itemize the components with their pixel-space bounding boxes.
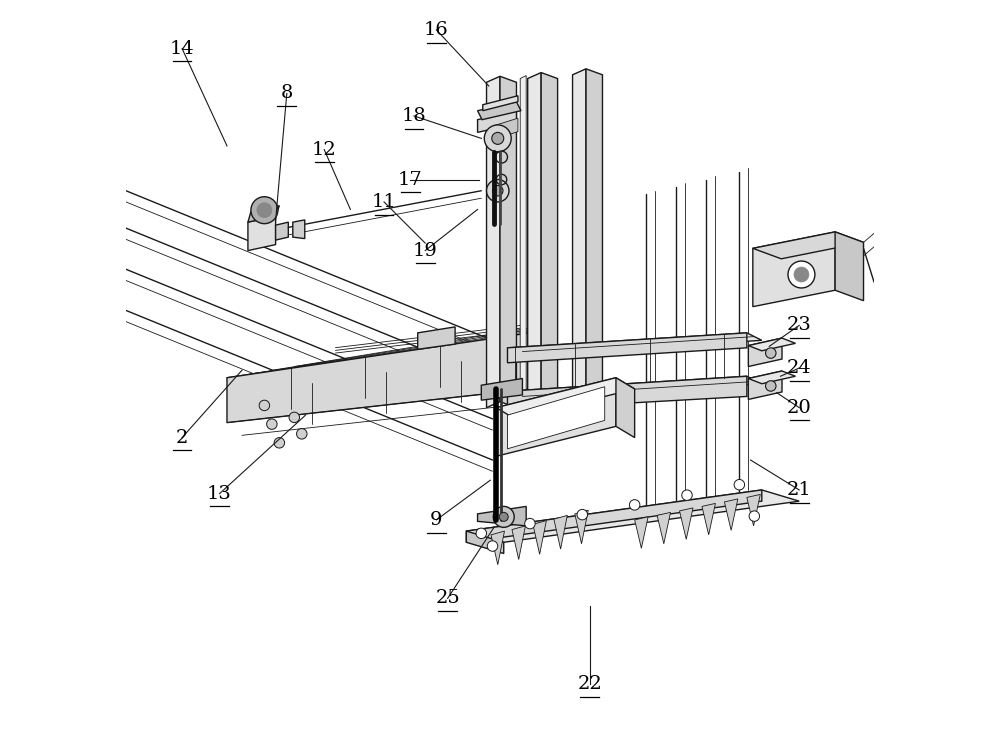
Circle shape [493,506,514,527]
Text: 24: 24 [787,359,812,377]
Circle shape [749,511,760,521]
Polygon shape [494,118,518,139]
Polygon shape [507,333,762,355]
Polygon shape [573,69,586,402]
Polygon shape [466,490,799,542]
Circle shape [274,438,285,448]
Polygon shape [753,232,864,259]
Polygon shape [418,327,455,349]
Polygon shape [528,73,541,404]
Polygon shape [227,333,530,423]
Polygon shape [753,232,835,307]
Text: 18: 18 [402,107,426,125]
Polygon shape [835,232,864,301]
Polygon shape [748,371,782,399]
Circle shape [766,348,776,358]
Text: 19: 19 [413,242,438,260]
Circle shape [794,267,809,282]
Circle shape [259,400,270,411]
Text: 13: 13 [207,485,232,503]
Text: 8: 8 [281,85,293,102]
Polygon shape [478,102,521,120]
Polygon shape [491,531,504,565]
Polygon shape [541,73,558,404]
Circle shape [493,186,503,196]
Circle shape [476,528,487,539]
Circle shape [734,479,745,490]
Text: 2: 2 [176,429,188,447]
Polygon shape [748,371,795,384]
Text: 23: 23 [787,316,812,334]
Polygon shape [748,338,795,351]
Polygon shape [680,508,693,539]
Polygon shape [466,531,504,554]
Polygon shape [702,503,715,535]
Polygon shape [520,76,526,404]
Text: 11: 11 [372,193,396,211]
Polygon shape [478,506,526,526]
Circle shape [487,180,509,202]
Circle shape [577,509,588,520]
Polygon shape [507,333,747,363]
Polygon shape [575,510,588,544]
Polygon shape [248,206,279,222]
Polygon shape [466,490,762,542]
Circle shape [682,490,692,500]
Circle shape [267,419,277,429]
Circle shape [525,518,535,529]
Text: 20: 20 [787,399,812,417]
Polygon shape [496,378,616,456]
Circle shape [492,132,504,144]
Polygon shape [481,378,522,400]
Polygon shape [248,216,276,251]
Polygon shape [507,376,747,410]
Text: 21: 21 [787,481,812,499]
Polygon shape [533,521,546,554]
Polygon shape [500,76,516,408]
Text: 25: 25 [435,589,460,607]
Text: 17: 17 [398,171,423,188]
Circle shape [289,412,300,423]
Polygon shape [507,376,762,399]
Polygon shape [748,338,782,367]
Circle shape [257,203,272,218]
Circle shape [484,125,511,152]
Polygon shape [635,517,648,548]
Polygon shape [520,391,550,409]
Circle shape [297,429,307,439]
Text: 9: 9 [430,511,443,529]
Circle shape [629,500,640,510]
Polygon shape [747,494,760,526]
Text: 12: 12 [312,141,337,159]
Polygon shape [276,222,288,240]
Polygon shape [554,515,567,549]
Text: 22: 22 [577,675,602,693]
Polygon shape [483,96,518,111]
Circle shape [788,261,815,288]
Polygon shape [227,333,551,393]
Polygon shape [586,69,602,402]
Polygon shape [724,499,738,530]
Polygon shape [657,512,671,544]
Polygon shape [530,333,551,404]
Polygon shape [496,378,635,419]
Polygon shape [478,111,516,132]
Polygon shape [616,378,635,438]
Polygon shape [512,526,525,560]
Polygon shape [293,220,305,239]
Circle shape [499,512,508,521]
Text: 16: 16 [424,21,449,39]
Circle shape [251,197,278,224]
Polygon shape [487,76,500,408]
Circle shape [487,541,498,551]
Polygon shape [507,387,605,449]
Circle shape [766,381,776,391]
Text: 14: 14 [170,40,194,58]
